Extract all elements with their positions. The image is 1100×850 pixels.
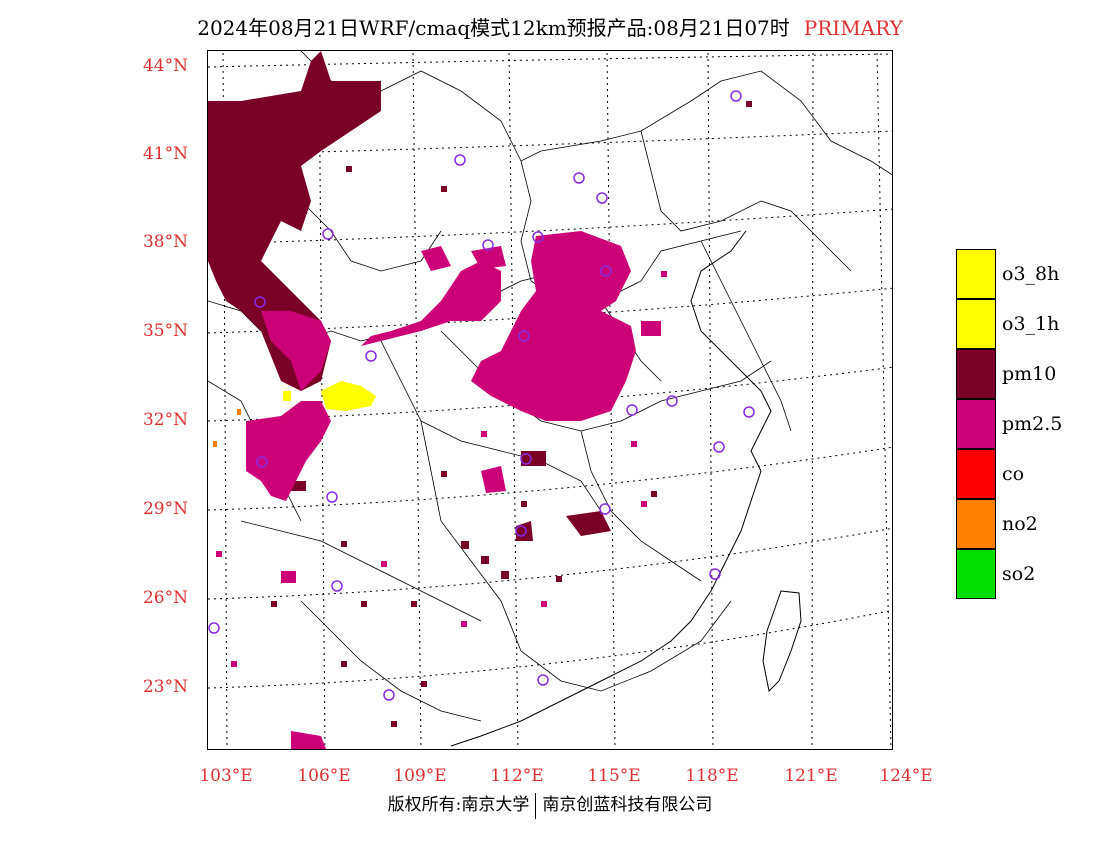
lon-label-106: 106°E xyxy=(297,766,351,786)
legend-label: no2 xyxy=(1002,513,1038,535)
lon-label-112: 112°E xyxy=(490,766,544,786)
no2-cell xyxy=(213,441,217,447)
lat-label-26: 26°N xyxy=(142,588,188,608)
lat-label-35: 35°N xyxy=(142,321,188,341)
lat-label-23: 23°N xyxy=(142,677,188,697)
legend-label: pm2.5 xyxy=(1002,413,1063,435)
legend-swatch xyxy=(956,499,996,549)
map-title: 2024年08月21日WRF/cmaq模式12km预报产品:08月21日07时 P… xyxy=(0,12,1100,41)
lat-label-38: 38°N xyxy=(142,232,188,252)
no2-cell xyxy=(237,409,241,415)
legend-label: o3_8h xyxy=(1002,263,1060,285)
legend-swatch xyxy=(956,449,996,499)
o3-cell xyxy=(283,391,291,401)
map-canvas xyxy=(208,51,892,749)
lat-label-41: 41°N xyxy=(142,144,188,164)
station-markers xyxy=(208,90,755,701)
map-panel xyxy=(207,50,893,750)
lon-label-124: 124°E xyxy=(879,766,933,786)
legend-swatch xyxy=(956,549,996,599)
taiwan-outline xyxy=(762,590,802,693)
pm25-regions xyxy=(246,231,661,749)
lat-label-29: 29°N xyxy=(142,499,188,519)
legend-label: so2 xyxy=(1002,563,1036,585)
copyright-right: 南京创蓝科技有限公司 xyxy=(542,795,713,815)
legend-label: co xyxy=(1002,463,1025,485)
lat-label-32: 32°N xyxy=(142,410,188,430)
lon-label-118: 118°E xyxy=(685,766,739,786)
copyright-left: 版权所有:南京大学 xyxy=(387,795,530,815)
title-main: 2024年08月21日WRF/cmaq模式12km预报产品:08月21日07时 xyxy=(197,16,790,40)
o3-region xyxy=(321,381,376,411)
legend-swatch xyxy=(956,299,996,349)
lon-label-121: 121°E xyxy=(784,766,838,786)
legend-swatch xyxy=(956,349,996,399)
scattered-cells-pm25 xyxy=(216,271,667,667)
legend-label: pm10 xyxy=(1002,363,1057,385)
scattered-cells xyxy=(271,101,752,727)
footer-divider xyxy=(535,792,537,819)
copyright-footer: 版权所有:南京大学 南京创蓝科技有限公司 xyxy=(0,790,1100,819)
legend-label: o3_1h xyxy=(1002,313,1060,335)
coastline xyxy=(450,230,772,747)
legend-swatch xyxy=(956,249,996,299)
lat-label-44: 44°N xyxy=(142,56,188,76)
lon-label-109: 109°E xyxy=(393,766,447,786)
title-tag: PRIMARY xyxy=(803,16,903,40)
lon-label-115: 115°E xyxy=(587,766,641,786)
legend-swatch xyxy=(956,399,996,449)
lon-label-103: 103°E xyxy=(199,766,253,786)
